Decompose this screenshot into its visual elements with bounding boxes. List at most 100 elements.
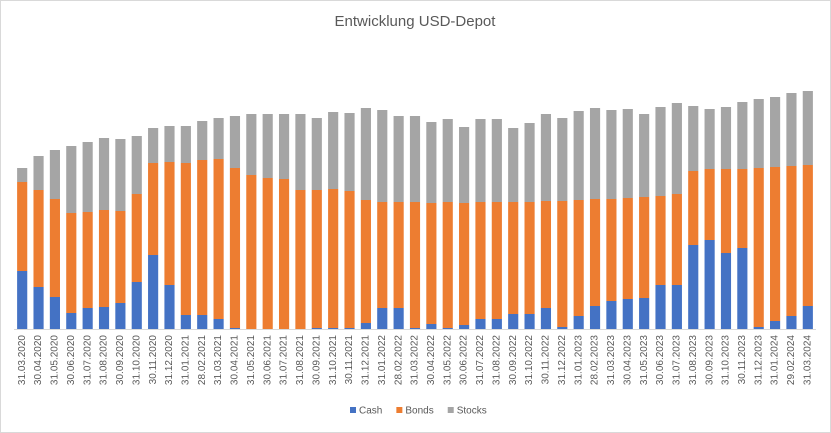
bar-segment <box>393 116 404 202</box>
bar-segment <box>753 327 764 329</box>
x-tick-label: 31.08.2022 <box>491 335 502 385</box>
bar-segment <box>720 107 732 169</box>
bar-segment <box>82 212 93 308</box>
x-tick-label: 30.09.2023 <box>704 335 715 385</box>
bar-segment <box>278 114 290 179</box>
x-tick-label: 31.05.2023 <box>639 335 650 385</box>
bar-segment <box>786 316 797 329</box>
bar-segment <box>557 118 568 201</box>
x-tick-label: 28.02.2022 <box>393 335 404 385</box>
x-tick-label: 31.05.2020 <box>50 335 61 385</box>
bar-segment <box>180 126 191 163</box>
x-tick-label: 30.11.2021 <box>344 335 355 385</box>
bar-segment <box>557 201 568 327</box>
x-tick-label: 30.06.2022 <box>459 335 470 385</box>
bar-segment <box>328 189 339 328</box>
bar-segment <box>148 163 159 255</box>
bar-segment <box>49 150 60 199</box>
bar-segment <box>459 127 470 203</box>
bar-segment <box>311 118 322 190</box>
legend-swatch <box>396 407 403 413</box>
bar-segment <box>475 319 486 329</box>
bar-segment <box>622 299 633 329</box>
bar-segment <box>540 114 552 201</box>
x-tick-label: 31.08.2023 <box>688 335 699 385</box>
bar-segment <box>770 321 781 329</box>
bar-segment <box>262 178 273 329</box>
x-tick-label: 28.02.2021 <box>197 335 208 385</box>
legend-label: Cash <box>359 406 382 417</box>
x-tick-label: 31.03.2023 <box>606 335 617 385</box>
bar-segment <box>115 139 126 211</box>
bar-segment <box>704 169 715 240</box>
bar-segment <box>360 323 371 329</box>
bar-segment <box>295 114 306 190</box>
x-tick-label: 31.03.2020 <box>17 335 28 385</box>
bar-segment <box>589 108 601 199</box>
bar-segment <box>540 201 552 308</box>
x-tick-label: 31.10.2023 <box>721 335 732 385</box>
bar-segment <box>66 213 77 313</box>
bar-segment <box>98 138 110 210</box>
bar-segment <box>278 179 290 329</box>
bar-segment <box>197 315 208 329</box>
bar-segment <box>802 165 813 306</box>
bar-segment <box>508 128 519 202</box>
x-tick-label: 30.11.2022 <box>541 335 552 385</box>
bar-segment <box>491 319 502 329</box>
x-tick-label: 31.01.2023 <box>573 335 584 385</box>
bar-segment <box>311 190 322 328</box>
bar-segment <box>639 298 650 329</box>
x-tick-label: 31.03.2021 <box>213 335 224 385</box>
bar-segment <box>802 91 813 165</box>
bar-segment <box>426 122 437 203</box>
bar-segment <box>49 199 60 297</box>
bar-segment <box>360 108 371 200</box>
bar-segment <box>606 110 617 199</box>
bar-segment <box>49 297 60 329</box>
bar-segment <box>66 146 77 213</box>
bar-segment <box>639 197 650 298</box>
bar-segment <box>671 103 682 194</box>
bar-segment <box>671 194 682 285</box>
bar-segment <box>17 271 28 329</box>
bar-segment <box>33 156 44 190</box>
x-tick-label: 31.10.2022 <box>524 335 535 385</box>
bar-segment <box>409 116 421 202</box>
x-tick-label: 31.08.2021 <box>295 335 306 385</box>
bar-segment <box>589 306 601 329</box>
bar-segment <box>409 328 421 329</box>
bar-segment <box>688 245 699 329</box>
bar-segment <box>573 200 584 316</box>
x-tick-label: 30.04.2023 <box>622 335 633 385</box>
bar-segment <box>295 190 306 329</box>
bar-segment <box>17 182 28 271</box>
legend-label: Bonds <box>405 406 433 417</box>
x-tick-label: 31.12.2023 <box>753 335 764 385</box>
x-tick-label: 31.12.2022 <box>557 335 568 385</box>
bar-segment <box>426 203 437 324</box>
bar-segment <box>606 199 617 301</box>
legend-swatch <box>350 407 356 413</box>
x-tick-label: 30.06.2021 <box>262 335 273 385</box>
bar-segment <box>753 99 764 168</box>
legend-label: Stocks <box>457 406 487 417</box>
bar-segment <box>589 199 601 306</box>
x-tick-label: 31.05.2022 <box>442 335 453 385</box>
bar-segment <box>442 202 453 328</box>
bar-segment <box>164 126 175 162</box>
bar-segment <box>508 314 519 329</box>
bar-segment <box>442 119 453 202</box>
x-tick-label: 30.04.2022 <box>426 335 437 385</box>
bar-segment <box>344 113 355 191</box>
bar-segment <box>786 93 797 166</box>
bar-segment <box>98 307 110 329</box>
bar-segment <box>573 111 584 200</box>
x-tick-label: 30.04.2020 <box>33 335 44 385</box>
x-tick-label: 30.06.2020 <box>66 335 77 385</box>
bar-segment <box>655 196 666 285</box>
bar-segment <box>753 168 764 327</box>
bar-segment <box>164 285 175 329</box>
bar-segment <box>655 285 666 329</box>
bar-segment <box>540 308 552 329</box>
